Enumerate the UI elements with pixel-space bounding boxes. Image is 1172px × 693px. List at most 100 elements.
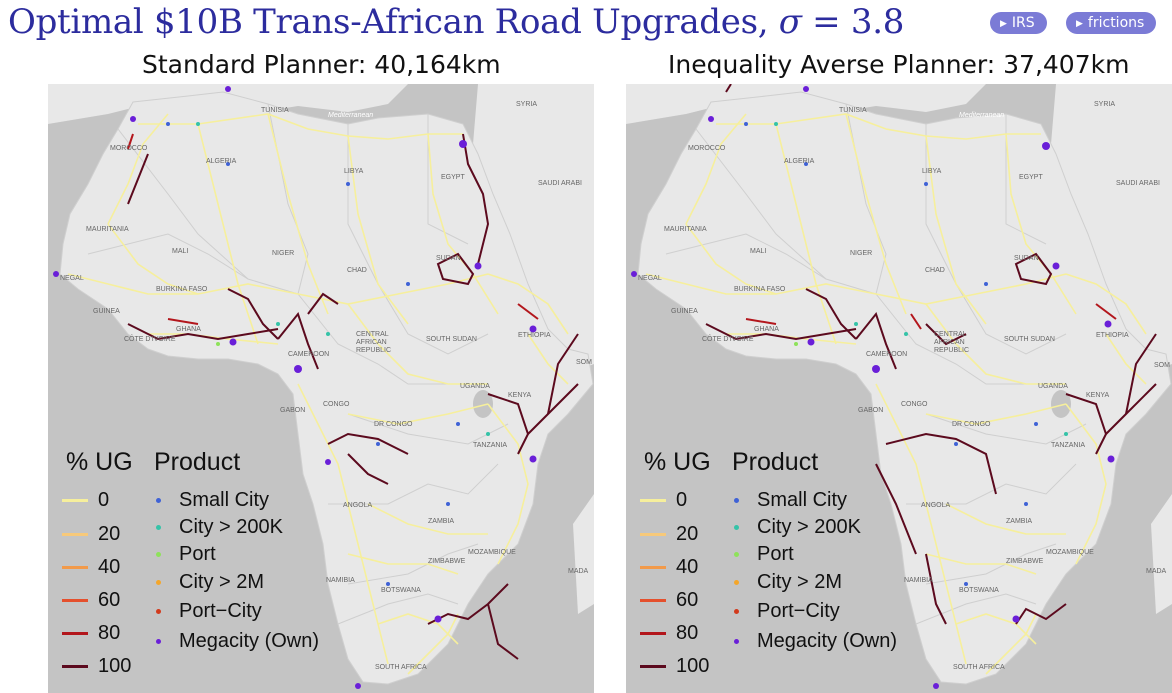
legend-dot-swatch	[156, 609, 161, 614]
label-angola: ANGOLA	[343, 502, 373, 509]
label-saudi: SAUDI ARABI	[538, 180, 582, 187]
label-tanzania: TANZANIA	[1051, 442, 1085, 449]
inequality-planner-map[interactable]: TUNISIA Mediterranean SYRIA MOROCCO ALGE…	[626, 84, 1172, 693]
legend-product-label: Port−City	[757, 600, 840, 622]
label-guinea: GUINEA	[671, 308, 698, 315]
irs-button[interactable]: ▶ IRS	[990, 12, 1047, 34]
city-markers	[631, 86, 1115, 689]
megacity-marker	[872, 365, 880, 373]
label-syria: SYRIA	[1094, 101, 1115, 108]
megacity-marker	[225, 86, 231, 92]
label-niger: NIGER	[850, 250, 872, 257]
legend-ug-label: 0	[676, 489, 688, 511]
small-city-marker	[406, 282, 410, 286]
legend-ug-label: 60	[98, 589, 121, 611]
label-car-3: REPUBLIC	[356, 347, 391, 354]
label-mauritania: MAURITANIA	[664, 226, 707, 233]
legend-dot-swatch	[734, 580, 739, 585]
megacity-marker	[325, 459, 331, 465]
legend-dot-swatch	[734, 639, 739, 644]
standard-planner-map[interactable]: TUNISIA Mediterranean SYRIA MOROCCO ALGE…	[48, 84, 594, 693]
megacity-marker	[1012, 615, 1020, 623]
legend-product-label: City > 2M	[757, 571, 843, 593]
sigma-value: = 3.8	[801, 2, 905, 42]
label-cote: CÔTE D'IVOIRE	[124, 334, 176, 343]
legend-ug-label: 20	[676, 523, 699, 545]
small-city-marker	[924, 182, 928, 186]
legend-dot-swatch	[734, 609, 739, 614]
base-road-network	[67, 113, 569, 675]
legend-line-swatch	[62, 665, 88, 668]
legend-ug-label: 40	[98, 556, 121, 578]
play-triangle-icon: ▶	[1076, 19, 1083, 29]
partly-upgraded-roads	[127, 133, 539, 325]
legend-line-swatch	[62, 533, 88, 536]
arabia-landmass	[473, 84, 594, 374]
label-somalia: SOM	[1154, 362, 1170, 369]
label-senegal: NEGAL	[60, 275, 84, 282]
upgraded-roads	[705, 84, 1157, 625]
label-uganda: UGANDA	[460, 383, 490, 390]
label-botswana: BOTSWANA	[381, 587, 421, 594]
legend-dot-swatch	[156, 552, 161, 557]
legend-ug-title: % UG	[66, 448, 133, 476]
label-mali: MALI	[750, 248, 766, 255]
irs-button-label: IRS	[1011, 15, 1035, 31]
megacity-marker	[294, 365, 302, 373]
label-chad: CHAD	[347, 267, 367, 274]
label-mali: MALI	[172, 248, 188, 255]
megacity-marker	[1104, 320, 1112, 328]
lake-victoria	[1051, 390, 1071, 418]
megacity-marker	[708, 116, 714, 122]
label-gabon: GABON	[280, 407, 305, 414]
legend-product-label: Small City	[179, 489, 270, 511]
megacity-marker	[1052, 262, 1060, 270]
label-burkina: BURKINA FASO	[156, 286, 208, 293]
legend-dot-swatch	[156, 639, 161, 644]
small-city-marker	[226, 162, 230, 166]
small-city-marker	[386, 582, 390, 586]
frictions-button[interactable]: ▶ frictions	[1066, 12, 1157, 34]
label-saudi: SAUDI ARABI	[1116, 180, 1160, 187]
port-marker	[794, 342, 798, 346]
legend-line-swatch	[640, 499, 666, 502]
label-namibia: NAMIBIA	[326, 577, 355, 584]
legend-product-label: Megacity (Own)	[757, 630, 898, 652]
legend-ug-title: % UG	[644, 448, 711, 476]
label-tunisia: TUNISIA	[839, 107, 867, 114]
legend-line-swatch	[62, 566, 88, 569]
city-200k-marker	[326, 332, 330, 336]
port-marker	[216, 342, 220, 346]
label-libya: LIBYA	[922, 168, 942, 175]
legend-line-swatch	[62, 499, 88, 502]
label-drc: DR CONGO	[374, 421, 413, 428]
partly-upgraded-roads	[745, 303, 1117, 330]
label-madagascar: MADA	[1146, 568, 1167, 575]
label-ghana: GHANA	[754, 326, 779, 333]
legend-product-label: Megacity (Own)	[179, 630, 320, 652]
legend-ug-label: 0	[98, 489, 110, 511]
megacity-marker	[459, 140, 467, 148]
label-niger: NIGER	[272, 250, 294, 257]
small-city-marker	[446, 502, 450, 506]
small-city-marker	[964, 582, 968, 586]
label-tunisia: TUNISIA	[261, 107, 289, 114]
megacity-marker	[1042, 142, 1050, 150]
legend-product-title: Product	[732, 448, 819, 476]
city-200k-marker	[486, 432, 490, 436]
megacity-marker	[474, 262, 482, 270]
label-kenya: KENYA	[1086, 392, 1110, 399]
label-egypt: EGYPT	[441, 174, 465, 181]
legend-ug-label: 40	[676, 556, 699, 578]
label-egypt: EGYPT	[1019, 174, 1043, 181]
legend-ug-label: 80	[676, 622, 699, 644]
label-mediterranean: Mediterranean	[328, 112, 373, 119]
legend-dot-swatch	[156, 525, 161, 530]
small-city-marker	[456, 422, 460, 426]
legend-dot-swatch	[734, 498, 739, 503]
upgraded-roads	[127, 133, 579, 660]
sigma-symbol: σ	[778, 2, 802, 42]
label-uganda: UGANDA	[1038, 383, 1068, 390]
city-200k-marker	[196, 122, 200, 126]
legend-product-label: City > 2M	[179, 571, 265, 593]
